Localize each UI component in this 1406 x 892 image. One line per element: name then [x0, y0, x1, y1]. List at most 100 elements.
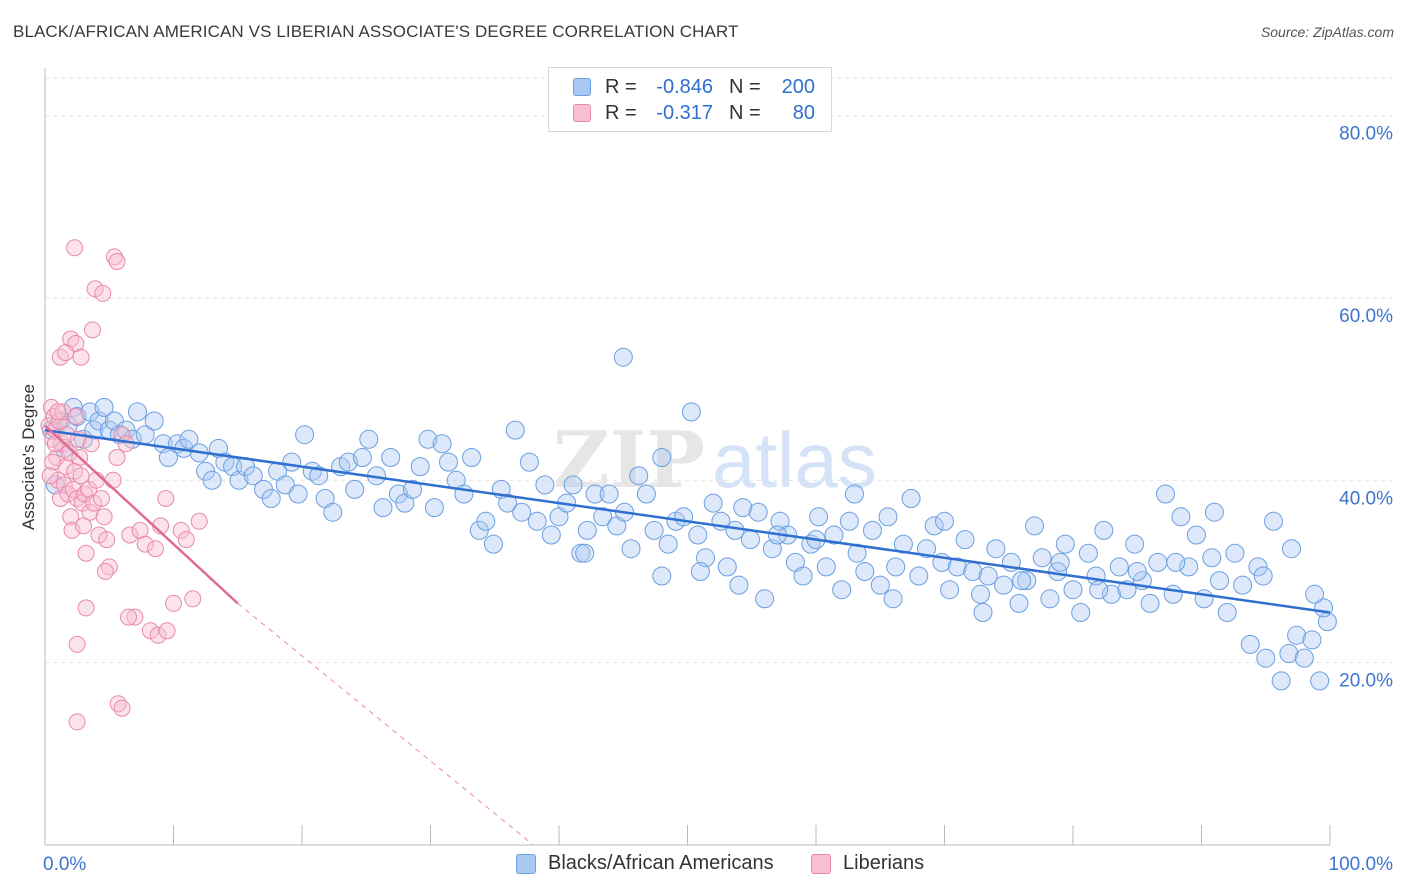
point-blacks: [288, 484, 308, 504]
y-tick-label: 20.0%: [1339, 671, 1393, 692]
point-liberians: [96, 563, 114, 580]
point-blacks: [1156, 484, 1175, 504]
point-liberians: [172, 521, 190, 539]
point-blacks: [1009, 593, 1029, 613]
point-blacks: [1055, 534, 1075, 554]
point-blacks: [1179, 557, 1199, 577]
point-liberians: [108, 253, 126, 270]
series-swatch-pink: [811, 853, 831, 874]
point-blacks: [410, 457, 430, 477]
point-blacks: [644, 520, 664, 540]
legend-n-value: 80: [792, 101, 815, 124]
point-blacks: [418, 429, 438, 449]
legend-n-value: 200: [781, 75, 815, 98]
point-liberians: [75, 517, 92, 535]
point-blacks: [1271, 671, 1291, 691]
point-blacks: [978, 566, 998, 586]
point-blacks: [295, 425, 315, 445]
point-liberians: [108, 449, 126, 466]
point-blacks: [755, 589, 775, 609]
point-blacks: [1012, 571, 1032, 591]
point-blacks: [1148, 552, 1168, 572]
legend-r-value: -0.846: [656, 75, 713, 98]
point-liberians: [93, 490, 110, 507]
point-blacks: [725, 520, 745, 540]
point-blacks: [1040, 589, 1060, 609]
point-blacks: [144, 411, 164, 431]
point-liberians: [157, 490, 175, 507]
point-blacks: [261, 489, 281, 508]
point-blacks: [1225, 543, 1245, 563]
series-legend-label: Blacks/African Americans: [548, 852, 774, 874]
series-legend-liberians[interactable]: Liberians: [811, 852, 924, 875]
point-blacks: [571, 543, 591, 563]
point-liberians: [190, 512, 208, 530]
point-blacks: [593, 507, 613, 527]
point-liberians: [67, 408, 85, 425]
point-liberians: [77, 544, 95, 562]
point-blacks: [1127, 562, 1147, 581]
tick-labels: Associate's Degree 20.0% 40.0% 60.0% 80.0% 0.…: [19, 124, 1393, 875]
point-liberians: [62, 508, 80, 526]
point-blacks: [1302, 630, 1322, 650]
point-liberians: [51, 348, 69, 366]
point-blacks: [345, 479, 365, 499]
point-liberians: [98, 531, 116, 549]
point-blacks: [439, 452, 458, 472]
point-liberians: [94, 284, 112, 302]
point-blacks: [816, 557, 836, 577]
point-blacks: [886, 557, 906, 577]
point-blacks: [986, 539, 1006, 559]
point-blacks: [1089, 580, 1109, 600]
point-blacks: [309, 466, 329, 486]
point-blacks: [613, 347, 633, 367]
point-blacks: [535, 475, 555, 495]
point-blacks: [733, 498, 753, 518]
point-liberians: [57, 458, 75, 476]
point-blacks: [793, 566, 813, 586]
point-blacks: [748, 502, 768, 522]
legend-swatch-blue: [573, 78, 591, 96]
point-blacks: [1166, 552, 1186, 572]
point-liberians: [84, 321, 101, 339]
point-blacks: [652, 566, 672, 586]
point-blacks: [824, 525, 844, 545]
point-blacks: [432, 434, 452, 454]
point-blacks: [1287, 625, 1307, 645]
point-blacks: [1032, 548, 1052, 568]
point-liberians: [50, 412, 68, 430]
series-swatch-blue: [516, 853, 536, 874]
point-blacks: [994, 575, 1014, 595]
point-blacks: [599, 484, 619, 504]
point-blacks: [1094, 520, 1114, 540]
point-blacks: [621, 539, 641, 559]
point-liberians: [177, 531, 195, 549]
point-blacks: [424, 498, 444, 518]
point-blacks: [703, 493, 723, 513]
legend-row-blacks: R = -0.846 N = 200: [573, 75, 815, 99]
point-blacks: [541, 525, 561, 545]
point-blacks: [128, 402, 147, 422]
point-liberians: [136, 535, 154, 553]
point-liberians: [72, 467, 90, 485]
series-legend-blacks[interactable]: Blacks/African Americans: [516, 852, 774, 875]
point-blacks: [519, 452, 539, 472]
point-blacks: [652, 448, 672, 467]
point-liberians: [41, 467, 59, 485]
point-blacks: [323, 502, 343, 522]
chart-title: BLACK/AFRICAN AMERICAN VS LIBERIAN ASSOC…: [13, 22, 739, 41]
point-blacks: [338, 452, 358, 472]
legend-r-value: -0.317: [656, 101, 713, 124]
point-blacks: [1017, 571, 1037, 591]
point-liberians: [165, 594, 182, 612]
axes: [44, 68, 1331, 846]
point-liberians: [120, 608, 137, 626]
point-liberians: [57, 344, 75, 362]
point-blacks: [575, 543, 595, 563]
point-blacks: [1163, 584, 1183, 604]
point-blacks: [741, 530, 760, 550]
point-blacks: [179, 429, 199, 449]
point-blacks: [717, 557, 737, 577]
point-liberians: [49, 403, 67, 421]
point-blacks: [527, 511, 547, 531]
